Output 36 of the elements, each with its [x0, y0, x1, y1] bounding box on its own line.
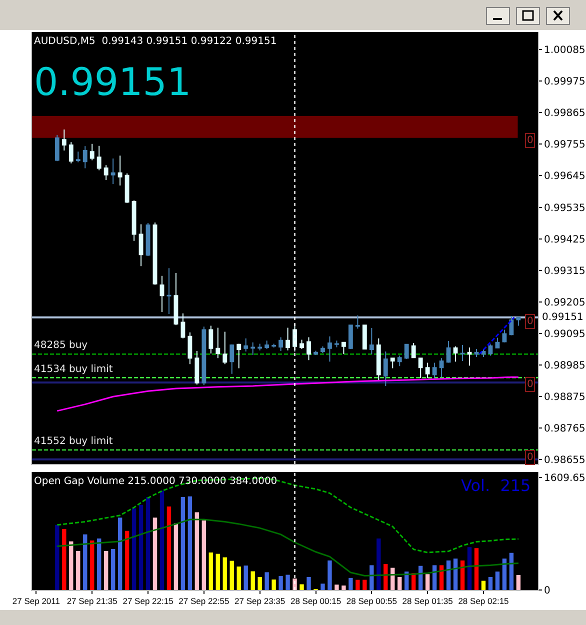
y-tick-label: 0.99975	[544, 76, 586, 88]
y-tick-label: 0	[544, 586, 550, 596]
x-tick-label: 28 Sep 02:15	[458, 596, 510, 606]
y-tick-label: 0.99315	[544, 266, 586, 277]
y-tick-label: 0.98875	[544, 392, 586, 404]
annotation: 0	[527, 135, 534, 146]
ref-line-label: 41552 buy limit	[34, 436, 113, 447]
x-tick-label: 28 Sep 01:35	[402, 596, 454, 606]
annotation: 0.99151	[34, 60, 192, 104]
annotation: 0	[527, 316, 534, 327]
y-tick-label: 0.99535	[544, 202, 586, 214]
y-tick-label: 0.99205	[544, 297, 586, 308]
annotation: Vol. 215	[461, 476, 531, 495]
annotation: AUDUSD,M5 0.99143 0.99151 0.99122 0.99151	[34, 36, 277, 47]
y-tick-label: 0.98985	[544, 360, 586, 372]
y-tick-label: 0.98765	[544, 424, 586, 435]
annotation: 0	[527, 452, 534, 463]
ref-line-label: 41534 buy limit	[34, 364, 113, 375]
x-tick-label: 27 Sep 2011	[12, 596, 60, 606]
x-tick-label: 28 Sep 00:55	[346, 596, 398, 606]
y-tick-label: 0.99865	[544, 108, 586, 120]
y-tick-label: 0.99755	[544, 140, 586, 151]
annotation: 0	[527, 379, 534, 390]
y-tick-label: 1.00085	[544, 45, 586, 56]
x-tick-label: 27 Sep 21:35	[66, 596, 118, 606]
x-tick-label: 27 Sep 22:15	[122, 596, 174, 606]
x-tick-label: 27 Sep 22:55	[178, 596, 230, 606]
y-tick-label: 0.98655	[544, 455, 586, 466]
x-tick-label: 28 Sep 00:15	[290, 596, 342, 606]
x-tick-label: 27 Sep 23:35	[234, 596, 286, 606]
ref-line-label: 48285 buy	[34, 340, 88, 351]
y-tick-label: 0.99425	[544, 234, 586, 246]
ref-line-label: 0.99151	[542, 312, 584, 323]
y-tick-label: 1609.65	[544, 473, 586, 484]
y-tick-label: 0.99645	[544, 171, 586, 182]
y-tick-label: 0.99095	[544, 328, 586, 340]
